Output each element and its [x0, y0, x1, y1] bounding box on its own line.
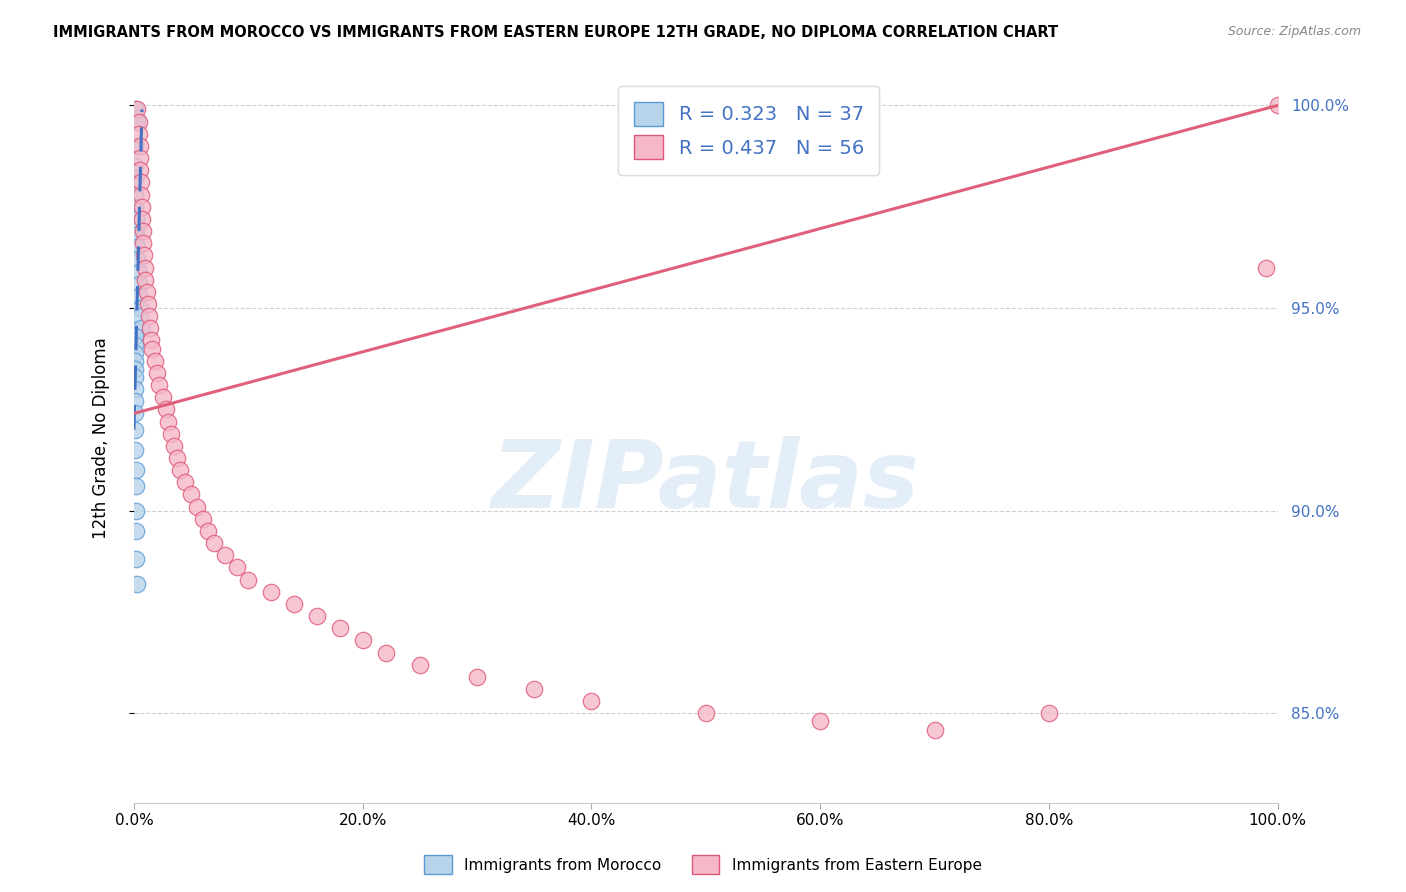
Point	[155, 402, 177, 417]
Text: Source: ZipAtlas.com: Source: ZipAtlas.com	[1227, 25, 1361, 38]
Point	[202, 536, 225, 550]
Point	[523, 681, 546, 696]
Point	[124, 423, 146, 437]
Point	[352, 633, 374, 648]
Point	[163, 439, 186, 453]
Point	[125, 111, 148, 125]
Point	[138, 309, 160, 323]
Point	[191, 512, 214, 526]
Point	[197, 524, 219, 538]
Point	[124, 187, 146, 202]
Point	[128, 277, 150, 291]
Point	[127, 576, 149, 591]
Point	[329, 621, 352, 635]
Point	[128, 151, 150, 165]
Point	[143, 353, 166, 368]
Legend: Immigrants from Morocco, Immigrants from Eastern Europe: Immigrants from Morocco, Immigrants from…	[418, 849, 988, 880]
Point	[124, 406, 146, 420]
Point	[124, 329, 146, 343]
Point	[124, 171, 146, 186]
Point	[125, 552, 148, 566]
Point	[124, 200, 146, 214]
Point	[124, 362, 146, 376]
Point	[157, 415, 180, 429]
Point	[695, 706, 717, 721]
Point	[132, 236, 155, 251]
Point	[124, 353, 146, 368]
Point	[152, 390, 174, 404]
Point	[131, 200, 153, 214]
Point	[124, 807, 146, 822]
Point	[166, 450, 188, 465]
Point	[581, 694, 603, 708]
Point	[125, 504, 148, 518]
Point	[1267, 98, 1289, 112]
Point	[374, 646, 396, 660]
Legend: R = 0.323   N = 37, R = 0.437   N = 56: R = 0.323 N = 37, R = 0.437 N = 56	[619, 87, 879, 175]
Point	[128, 264, 150, 278]
Point	[305, 609, 328, 624]
Point	[129, 187, 152, 202]
Point	[125, 524, 148, 538]
Point	[134, 248, 156, 262]
Point	[124, 442, 146, 457]
Point	[260, 584, 283, 599]
Point	[135, 285, 157, 299]
Point	[465, 670, 488, 684]
Point	[128, 163, 150, 178]
Point	[127, 252, 149, 267]
Point	[128, 309, 150, 323]
Point	[159, 426, 181, 441]
Point	[225, 560, 247, 574]
Point	[129, 175, 152, 189]
Point	[174, 475, 197, 490]
Point	[128, 301, 150, 315]
Point	[238, 573, 260, 587]
Point	[283, 597, 305, 611]
Point	[129, 321, 152, 335]
Point	[124, 211, 146, 226]
Point	[1256, 260, 1278, 275]
Point	[139, 321, 162, 335]
Point	[139, 334, 162, 348]
Point	[169, 463, 191, 477]
Point	[134, 260, 156, 275]
Point	[125, 219, 148, 234]
Point	[125, 114, 148, 128]
Point	[180, 487, 202, 501]
Point	[127, 103, 149, 117]
Point	[124, 370, 146, 384]
Point	[128, 127, 150, 141]
Point	[1038, 706, 1060, 721]
Point	[128, 114, 150, 128]
Point	[124, 103, 146, 117]
Point	[148, 378, 170, 392]
Point	[128, 139, 150, 153]
Point	[808, 714, 831, 729]
Point	[136, 297, 159, 311]
Point	[146, 366, 169, 380]
Point	[141, 342, 163, 356]
Point	[409, 657, 432, 672]
Point	[124, 463, 146, 477]
Text: IMMIGRANTS FROM MOROCCO VS IMMIGRANTS FROM EASTERN EUROPE 12TH GRADE, NO DIPLOMA: IMMIGRANTS FROM MOROCCO VS IMMIGRANTS FR…	[53, 25, 1059, 40]
Point	[124, 479, 146, 493]
Text: ZIPatlas: ZIPatlas	[492, 435, 920, 527]
Point	[186, 500, 208, 514]
Point	[131, 211, 153, 226]
Point	[124, 394, 146, 409]
Point	[124, 159, 146, 173]
Point	[924, 723, 946, 737]
Point	[124, 345, 146, 359]
Point	[124, 139, 146, 153]
Point	[125, 228, 148, 243]
Y-axis label: 12th Grade, No Diploma: 12th Grade, No Diploma	[93, 337, 110, 539]
Point	[128, 289, 150, 303]
Point	[134, 273, 156, 287]
Point	[132, 224, 155, 238]
Point	[124, 337, 146, 351]
Point	[127, 240, 149, 254]
Point	[214, 549, 236, 563]
Point	[124, 382, 146, 396]
